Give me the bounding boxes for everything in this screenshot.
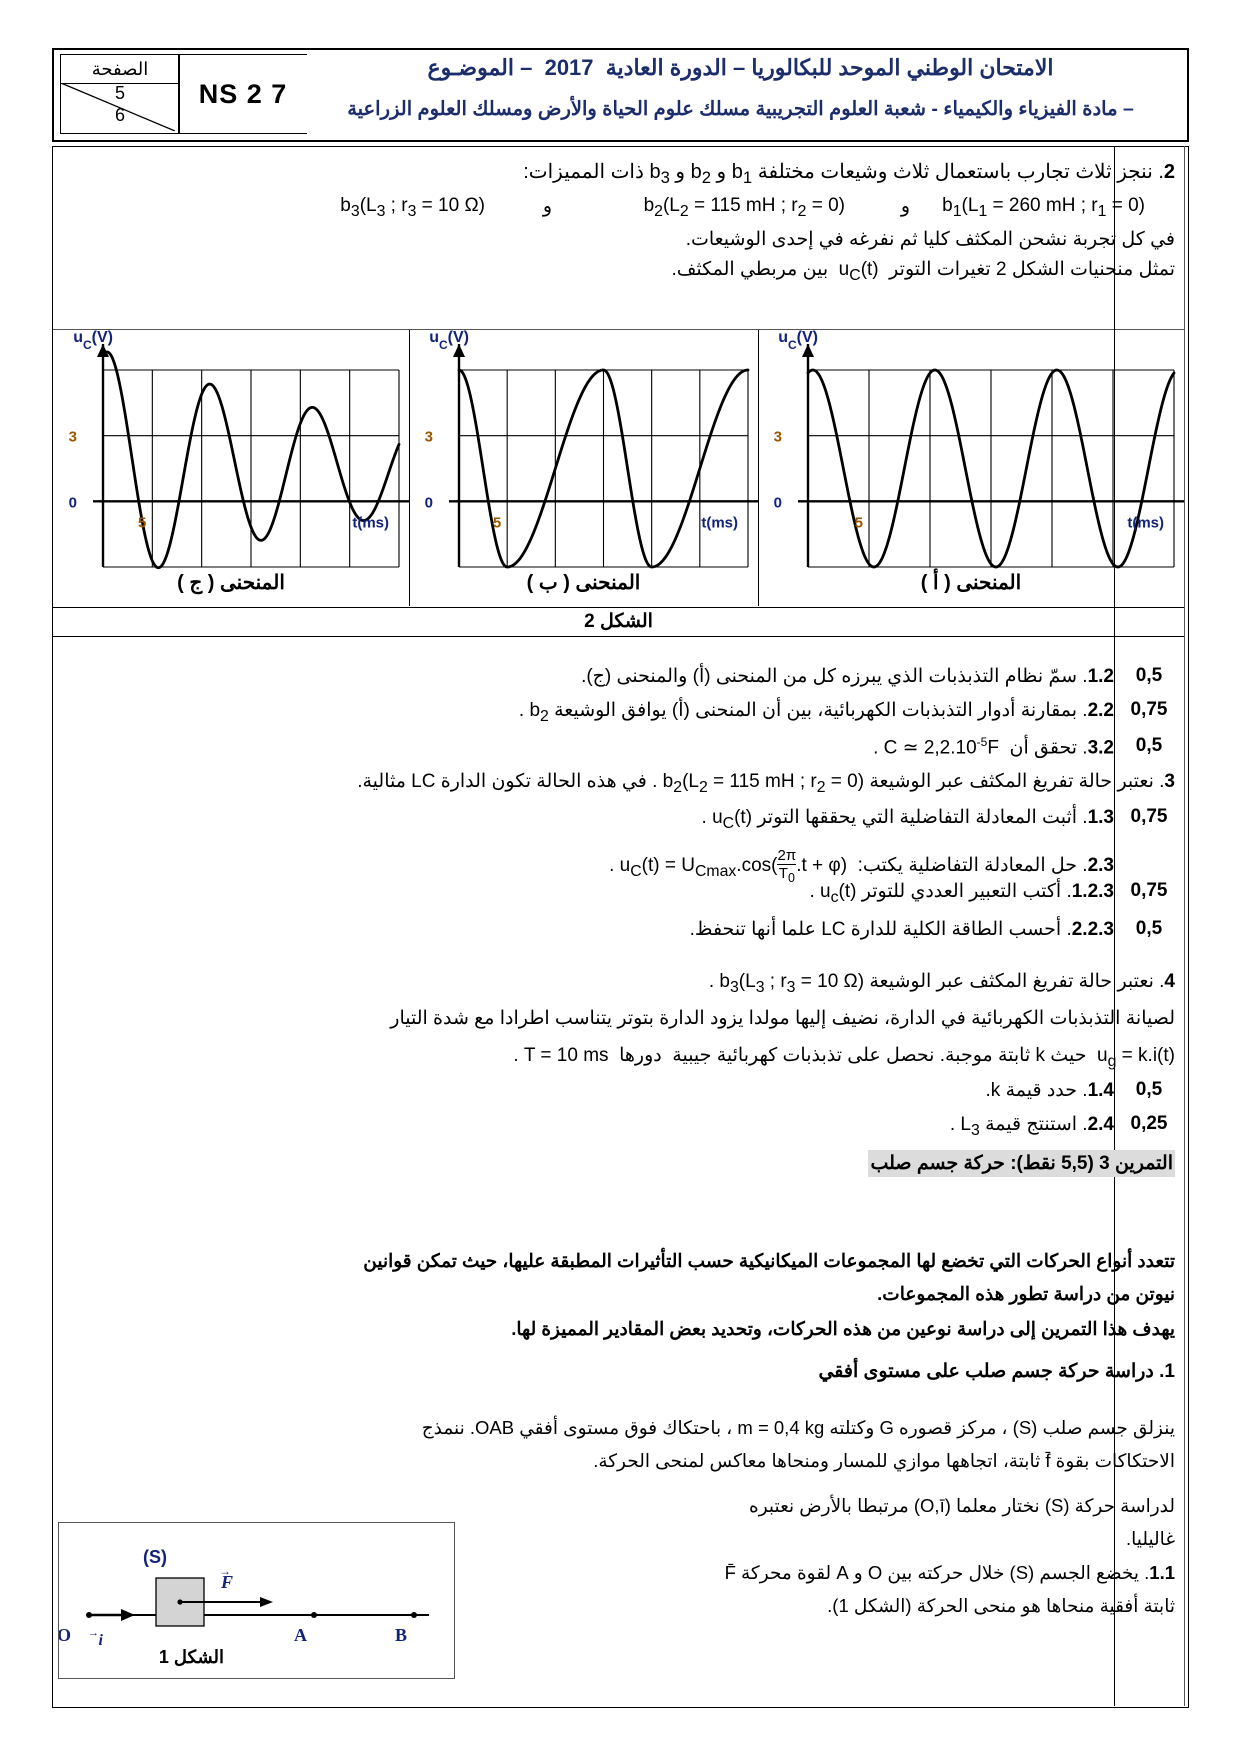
svg-text:→: → [219,1564,231,1578]
svg-text:(S): (S) [143,1547,167,1567]
svg-text:t(ms): t(ms) [701,514,738,531]
svg-text:الشكل 1: الشكل 1 [159,1647,224,1667]
svg-text:0: 0 [774,494,782,511]
svg-text:i: i [99,1632,104,1649]
svg-text:t(ms): t(ms) [1127,514,1164,531]
svg-text:uC(V): uC(V) [429,330,469,352]
svg-text:5: 5 [493,514,501,531]
svg-text:3: 3 [774,429,782,446]
svg-text:3: 3 [425,429,433,446]
svg-text:uC(V): uC(V) [73,330,113,352]
svg-text:0: 0 [425,494,433,511]
svg-text:O: O [59,1625,71,1645]
svg-text:5: 5 [138,514,146,531]
svg-text:uC(V): uC(V) [778,330,818,352]
svg-text:A: A [294,1625,307,1645]
svg-text:→: → [88,1627,99,1639]
svg-text:0: 0 [69,494,77,511]
svg-text:5: 5 [855,514,863,531]
svg-text:t(ms): t(ms) [352,514,389,531]
svg-text:B: B [395,1625,407,1645]
svg-text:3: 3 [69,429,77,446]
